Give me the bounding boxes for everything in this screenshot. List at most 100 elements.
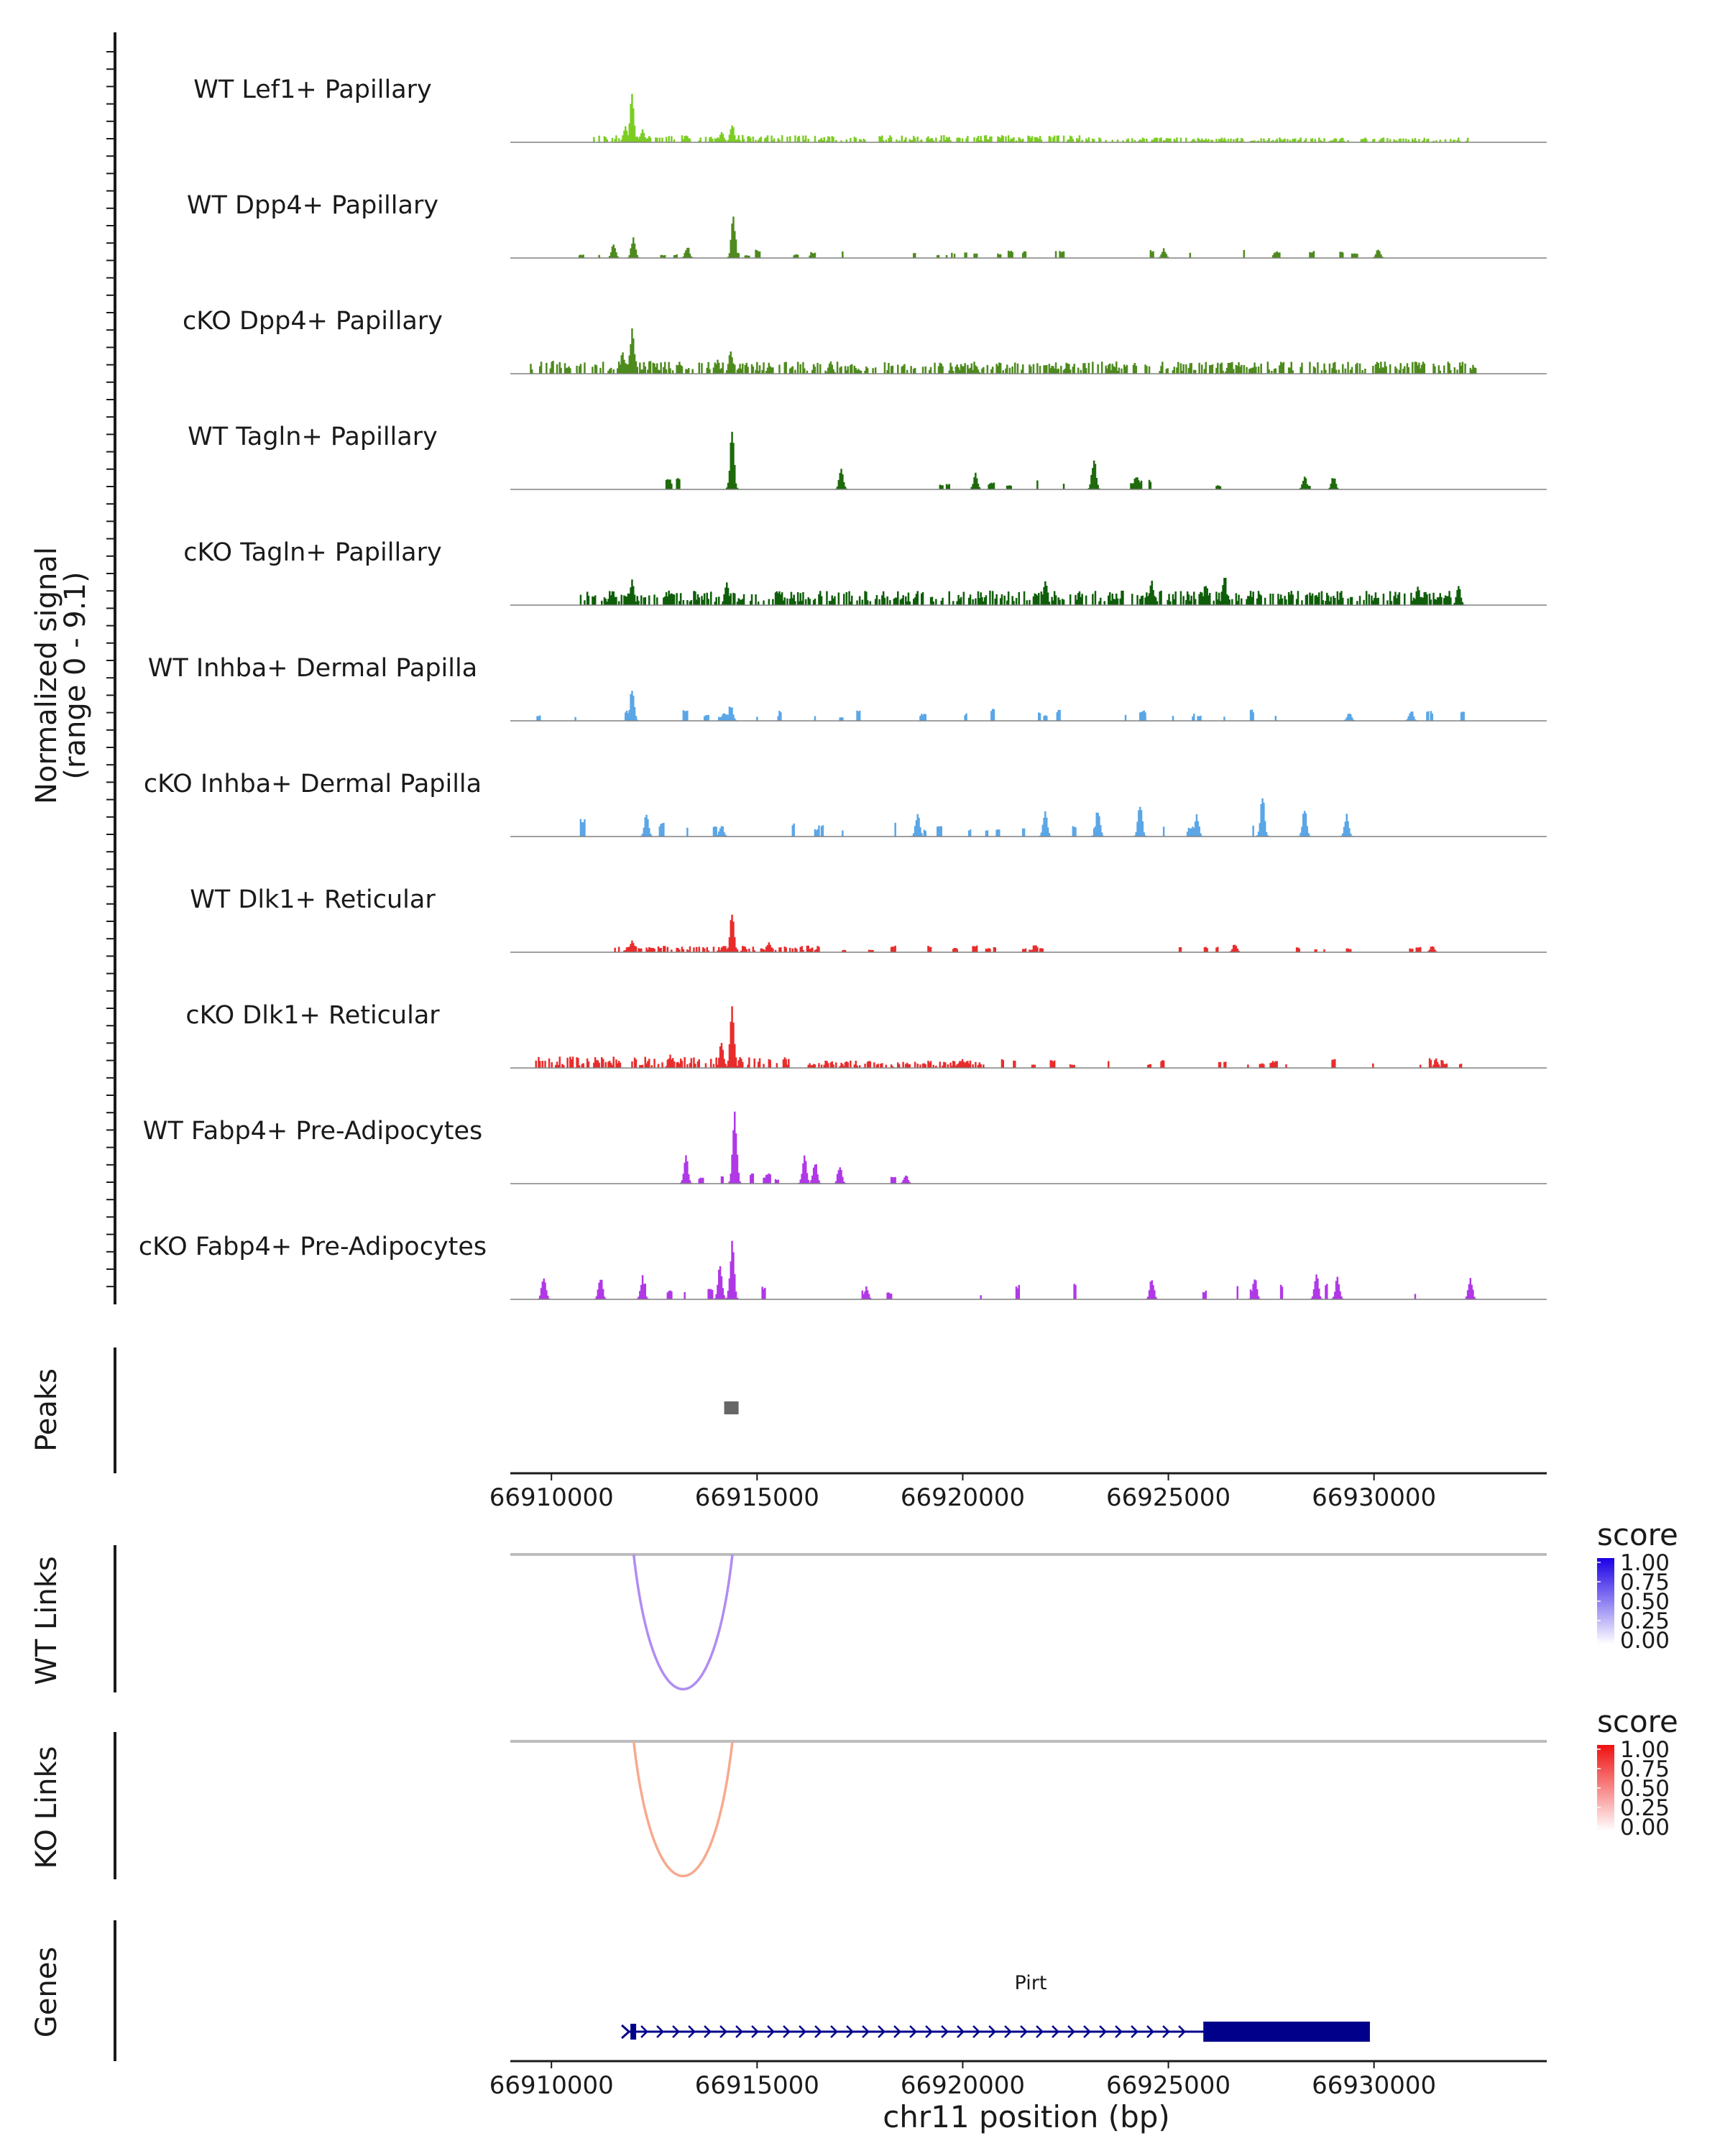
legend-label: 0.50	[1620, 1589, 1670, 1615]
x-tick-label: 66915000	[695, 2071, 819, 2100]
legend-label: 1.00	[1620, 1550, 1670, 1576]
gene-name: Pirt	[1015, 1972, 1047, 1994]
coverage-track: WT Tagln+ Papillary	[188, 423, 1547, 490]
coverage-track: WT Fabp4+ Pre-Adipocytes	[143, 1111, 1547, 1184]
gene-start-marker	[621, 2024, 631, 2040]
strand-arrow	[1146, 2025, 1154, 2038]
legend-label: 0.25	[1620, 1608, 1670, 1634]
coverage-tracks: WT Lef1+ Papillary WT Dpp4+ Papillary cKO …	[139, 75, 1547, 1300]
coverage-track: cKO Fabp4+ Pre-Adipocytes	[139, 1233, 1547, 1300]
legend-title: score	[1597, 1704, 1678, 1739]
strand-arrow	[719, 2025, 727, 2038]
coverage-track: WT Lef1+ Papillary	[193, 75, 1547, 143]
strand-arrow	[1162, 2025, 1170, 2038]
strand-arrow	[1020, 2025, 1028, 2038]
legend-label: 0.75	[1620, 1570, 1670, 1595]
strand-arrow	[688, 2025, 696, 2038]
coverage-track: cKO Inhba+ Dermal Papilla	[144, 770, 1547, 837]
strand-arrow	[767, 2025, 775, 2038]
legend-label: 1.00	[1620, 1737, 1670, 1763]
strand-arrow	[799, 2025, 806, 2038]
strand-arrow	[640, 2025, 648, 2038]
strand-arrow	[1099, 2025, 1107, 2038]
strand-arrow	[846, 2025, 854, 2038]
peaks-regions	[724, 1401, 739, 1414]
strand-arrow	[751, 2025, 759, 2038]
strand-arrow	[893, 2025, 901, 2038]
coverage-track: cKO Dlk1+ Reticular	[185, 1001, 1547, 1069]
strand-arrow	[925, 2025, 933, 2038]
bottom-x-axis-ticks: 66910000 66915000 66920000 66925000 66930000	[489, 2061, 1436, 2100]
genes-label: Genes	[30, 1947, 63, 2037]
track-label: cKO Dpp4+ Papillary	[183, 307, 443, 336]
gene-cds-exon	[1203, 2022, 1370, 2042]
strand-arrow	[1178, 2025, 1186, 2038]
strand-arrow	[814, 2025, 822, 2038]
x-tick-label: 66925000	[1106, 2071, 1230, 2100]
x-tick-label: 66920000	[901, 1483, 1025, 1512]
link-arc	[632, 1741, 734, 1877]
x-tick-label: 66920000	[901, 2071, 1025, 2100]
strand-arrow	[672, 2025, 680, 2038]
track-label: cKO Tagln+ Papillary	[183, 538, 442, 567]
strand-arrow	[1115, 2025, 1123, 2038]
links-label: WT Links	[30, 1556, 63, 1685]
link-arc	[632, 1554, 734, 1690]
gene-model: Pirt	[621, 1972, 1370, 2042]
track-label: WT Dlk1+ Reticular	[190, 885, 436, 914]
peak-region	[724, 1401, 739, 1414]
strand-arrow	[988, 2025, 996, 2038]
x-tick-label: 66930000	[1312, 2071, 1436, 2100]
coverage-track: cKO Tagln+ Papillary	[183, 538, 1547, 606]
legend-label: 0.50	[1620, 1776, 1670, 1802]
track-label: WT Fabp4+ Pre-Adipocytes	[143, 1117, 482, 1146]
coverage-area	[665, 431, 1340, 490]
track-label: WT Lef1+ Papillary	[193, 75, 432, 104]
legend-label: 0.00	[1620, 1815, 1670, 1841]
gene-utr-exon	[630, 2024, 637, 2040]
strand-arrow	[704, 2025, 712, 2038]
x-axis-title: chr11 position (bp)	[883, 2099, 1170, 2134]
coverage-area	[593, 93, 1469, 143]
track-label: cKO Inhba+ Dermal Papilla	[144, 770, 482, 798]
strand-arrow	[1036, 2025, 1044, 2038]
coverage-area	[579, 798, 1353, 837]
coverage-track: WT Inhba+ Dermal Papilla	[148, 654, 1547, 722]
coverage-ylabel-line1: Normalized signal	[30, 547, 63, 804]
legend-title: score	[1597, 1517, 1678, 1552]
strand-arrow	[1131, 2025, 1138, 2038]
coverage-area	[614, 914, 1438, 953]
track-label: cKO Fabp4+ Pre-Adipocytes	[139, 1233, 487, 1261]
strand-arrow	[941, 2025, 949, 2038]
strand-arrow	[1004, 2025, 1012, 2038]
legend-label: 0.75	[1620, 1756, 1670, 1782]
track-label: WT Inhba+ Dermal Papilla	[148, 654, 477, 683]
track-label: WT Tagln+ Papillary	[188, 423, 438, 451]
strand-arrow	[1067, 2025, 1075, 2038]
coverage-track: cKO Dpp4+ Papillary	[183, 307, 1547, 374]
mid-x-axis-ticks: 66910000 66915000 66920000 66925000 66930000	[489, 1473, 1436, 1512]
coverage-area	[579, 578, 1465, 606]
strand-arrow	[878, 2025, 886, 2038]
strand-arrow	[735, 2025, 743, 2038]
x-tick-label: 66910000	[489, 1483, 614, 1512]
strand-arrow	[909, 2025, 917, 2038]
coverage-ylabel-line2: (range 0 - 9.1)	[59, 571, 92, 779]
legend-label: 0.25	[1620, 1795, 1670, 1821]
coverage-y-axis	[106, 32, 116, 1304]
coverage-area	[535, 1006, 1463, 1069]
track-label: WT Dpp4+ Papillary	[187, 191, 438, 220]
x-tick-label: 66910000	[489, 2071, 614, 2100]
strand-arrow	[862, 2025, 870, 2038]
x-tick-label: 66930000	[1312, 1483, 1436, 1512]
track-label: cKO Dlk1+ Reticular	[185, 1001, 440, 1030]
strand-arrow	[1052, 2025, 1059, 2038]
strand-arrow	[830, 2025, 838, 2038]
coverage-area	[530, 328, 1477, 374]
x-tick-label: 66925000	[1106, 1483, 1230, 1512]
coverage-track: WT Dlk1+ Reticular	[190, 885, 1547, 953]
